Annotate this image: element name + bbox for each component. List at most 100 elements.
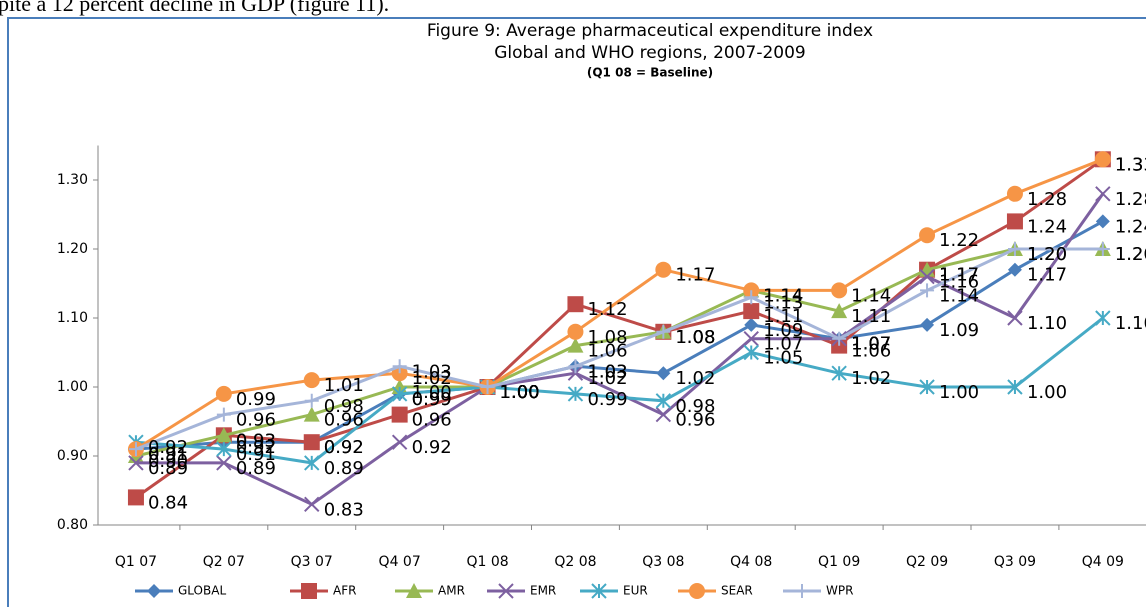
- data-label: 0.92: [148, 437, 188, 458]
- point: [744, 317, 759, 332]
- point: [392, 359, 407, 374]
- point: [1007, 242, 1022, 256]
- data-label: 0.96: [236, 410, 276, 431]
- point: [216, 407, 231, 422]
- series-line: [135, 157, 1104, 451]
- data-label: 1.07: [851, 334, 891, 355]
- y-tick-label: 1.00: [57, 379, 88, 395]
- point: [391, 406, 408, 423]
- chart-note: (Q1 08 = Baseline): [587, 66, 713, 80]
- data-label: 1.22: [939, 230, 979, 251]
- point: [920, 317, 935, 332]
- document-text: pite a 12 percent decline in GDP (figure…: [0, 0, 389, 16]
- point: [1006, 185, 1023, 202]
- point: [567, 323, 584, 340]
- data-label: 0.91: [148, 444, 188, 465]
- data-label: 1.08: [587, 327, 627, 348]
- data-label: 1.00: [500, 382, 540, 403]
- data-label: 1.13: [763, 292, 803, 313]
- data-label: 1.00: [500, 382, 540, 403]
- data-label: 0.91: [236, 444, 276, 465]
- y-tick-label: 0.80: [57, 517, 88, 533]
- point: [656, 324, 671, 339]
- data-label: 1.00: [1027, 382, 1067, 403]
- point: [304, 455, 320, 471]
- data-label: 0.92: [236, 437, 276, 458]
- data-label: 1.02: [587, 368, 627, 389]
- point: [406, 583, 422, 598]
- data-label: 1.00: [500, 382, 540, 403]
- point: [743, 330, 759, 347]
- point: [480, 380, 495, 394]
- y-tick-label: 1.20: [57, 241, 88, 257]
- point: [303, 434, 320, 451]
- point: [795, 584, 809, 598]
- x-tick-label: Q1 09: [818, 554, 860, 570]
- data-label: 0.93: [236, 430, 276, 451]
- data-label: 1.07: [851, 334, 891, 355]
- data-label: 0.89: [148, 458, 188, 479]
- point: [1095, 186, 1111, 202]
- data-label: 1.02: [675, 368, 715, 389]
- data-label: 1.00: [412, 382, 452, 403]
- legend-label: WPR: [826, 584, 853, 598]
- series-line: [135, 247, 1103, 451]
- point: [391, 386, 408, 402]
- data-label: 1.14: [763, 285, 803, 306]
- data-label: 1.20: [1115, 244, 1146, 265]
- legend-label: AMR: [438, 584, 465, 598]
- data-label: 0.89: [324, 458, 364, 479]
- data-label: 1.14: [763, 285, 803, 306]
- point: [568, 359, 583, 374]
- point: [215, 427, 232, 443]
- data-label: 1.24: [1115, 216, 1146, 237]
- data-label: 1.06: [587, 341, 627, 362]
- point: [919, 268, 935, 285]
- point: [304, 393, 319, 408]
- data-label: 0.99: [412, 389, 452, 410]
- series-line: [135, 316, 1104, 465]
- data-label: 1.06: [851, 341, 891, 362]
- point: [831, 303, 848, 319]
- y-tick-label: 0.90: [57, 448, 88, 464]
- data-label: 0.98: [675, 396, 715, 417]
- data-label: 1.28: [1115, 189, 1146, 210]
- series: [128, 310, 1111, 471]
- point: [1006, 213, 1023, 230]
- data-label: 1.08: [675, 327, 715, 348]
- chart-frame: [7, 17, 1146, 607]
- data-label: 1.00: [500, 382, 540, 403]
- point: [1095, 242, 1110, 256]
- point: [304, 496, 320, 513]
- point: [656, 366, 671, 381]
- series-line: [135, 158, 1104, 499]
- point: [128, 455, 144, 471]
- data-label: 0.96: [324, 410, 364, 431]
- legend-label: EMR: [530, 584, 556, 598]
- data-label: 0.83: [324, 499, 364, 520]
- point: [919, 227, 936, 244]
- data-label: 1.17: [939, 265, 979, 286]
- data-label: 0.91: [148, 444, 188, 465]
- data-label: 1.11: [851, 306, 891, 327]
- data-label: 0.96: [675, 410, 715, 431]
- x-tick-label: Q3 08: [642, 554, 684, 570]
- data-label: 1.01: [324, 375, 364, 396]
- data-label: 1.00: [500, 382, 540, 403]
- y-tick-label: 1.30: [57, 172, 88, 188]
- x-tick-label: Q4 07: [379, 554, 421, 570]
- point: [127, 489, 144, 506]
- data-label: 1.03: [587, 361, 627, 382]
- point: [303, 406, 320, 422]
- point: [744, 290, 759, 305]
- data-label: 1.20: [1027, 244, 1067, 265]
- x-tick-label: Q2 07: [203, 554, 245, 570]
- point: [498, 583, 514, 599]
- point: [831, 365, 847, 381]
- data-label: 0.98: [324, 396, 364, 417]
- point: [128, 442, 143, 457]
- point: [567, 296, 584, 313]
- data-label: 1.20: [1027, 244, 1067, 265]
- data-label: 1.11: [763, 306, 803, 327]
- point: [832, 331, 847, 346]
